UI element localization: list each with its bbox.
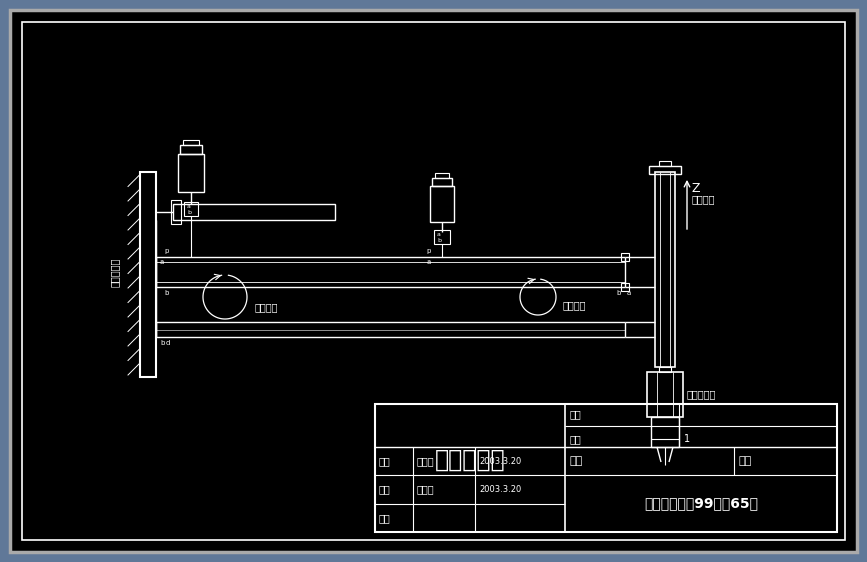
- Bar: [659, 161, 671, 166]
- Bar: [651, 417, 679, 447]
- Bar: [180, 145, 202, 154]
- Text: 重量: 重量: [570, 456, 583, 466]
- Text: d: d: [166, 340, 171, 346]
- Text: a: a: [160, 259, 164, 265]
- Bar: [375, 404, 837, 532]
- Bar: [434, 230, 450, 244]
- Text: 制图: 制图: [379, 456, 391, 466]
- Bar: [183, 140, 199, 145]
- Bar: [621, 253, 629, 261]
- Text: 件数: 件数: [570, 434, 582, 444]
- Text: p: p: [427, 248, 431, 254]
- Text: 传动原理图: 传动原理图: [434, 448, 505, 472]
- Bar: [171, 200, 181, 224]
- Text: 材料: 材料: [739, 456, 752, 466]
- Bar: [659, 367, 671, 372]
- Text: 刘积涛: 刘积涛: [417, 484, 434, 495]
- Text: p: p: [164, 248, 168, 254]
- Text: b: b: [164, 290, 168, 296]
- Bar: [647, 372, 683, 417]
- Text: b: b: [616, 290, 621, 296]
- Text: a: a: [437, 232, 441, 237]
- Text: 手掌驱动力: 手掌驱动力: [687, 389, 716, 400]
- Text: a: a: [427, 259, 431, 265]
- Text: 描图: 描图: [379, 484, 391, 495]
- Bar: [178, 154, 204, 192]
- Text: a: a: [187, 203, 191, 209]
- Text: 审核: 审核: [379, 513, 391, 523]
- Bar: [430, 186, 454, 222]
- Text: 移动关节: 移动关节: [692, 194, 715, 204]
- Bar: [173, 204, 335, 220]
- Bar: [621, 283, 629, 291]
- Text: b: b: [437, 238, 441, 242]
- Text: 大转关节: 大转关节: [255, 302, 278, 312]
- Bar: [140, 172, 156, 377]
- Text: 小转关节: 小转关节: [563, 300, 586, 310]
- Text: 2003.3.20: 2003.3.20: [479, 485, 521, 494]
- Bar: [184, 202, 198, 216]
- Text: b: b: [187, 210, 191, 215]
- Text: 与机身连接: 与机身连接: [110, 257, 120, 287]
- Bar: [432, 178, 452, 186]
- Text: 编号: 编号: [570, 409, 582, 419]
- Text: 2003.3.20: 2003.3.20: [479, 457, 521, 466]
- Bar: [435, 173, 449, 178]
- Bar: [649, 166, 681, 174]
- Text: b: b: [160, 340, 165, 346]
- Text: 刘积涛: 刘积涛: [417, 456, 434, 466]
- Text: Z: Z: [692, 182, 701, 195]
- Text: 1: 1: [684, 434, 690, 444]
- Text: a: a: [627, 290, 631, 296]
- Bar: [655, 172, 675, 367]
- Text: 湛江海洋大学99机劔65班: 湛江海洋大学99机劔65班: [644, 497, 758, 511]
